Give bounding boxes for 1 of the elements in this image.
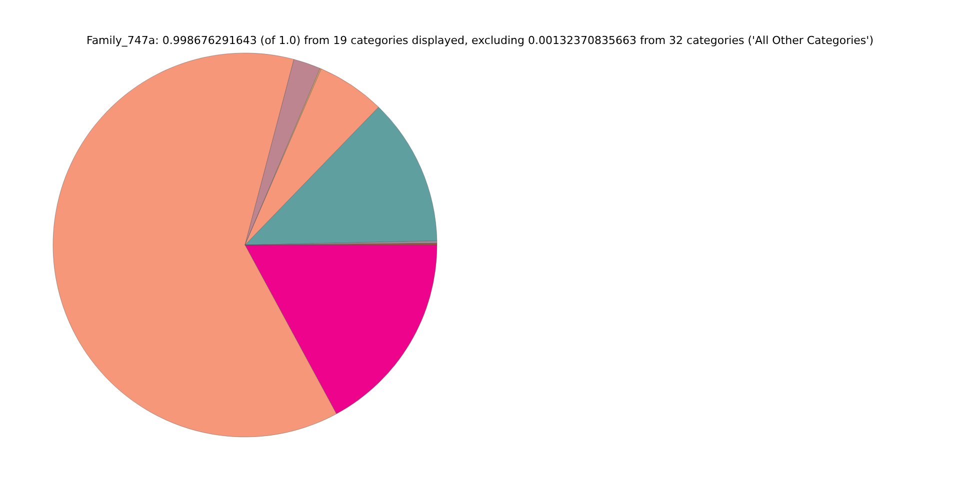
text: Family_747a: 0.998676291643 (of 1.0) from 19 categories displayed, excluding 0.00132370835663 from 32 categories ('All Other Categories')	[86, 34, 874, 47]
